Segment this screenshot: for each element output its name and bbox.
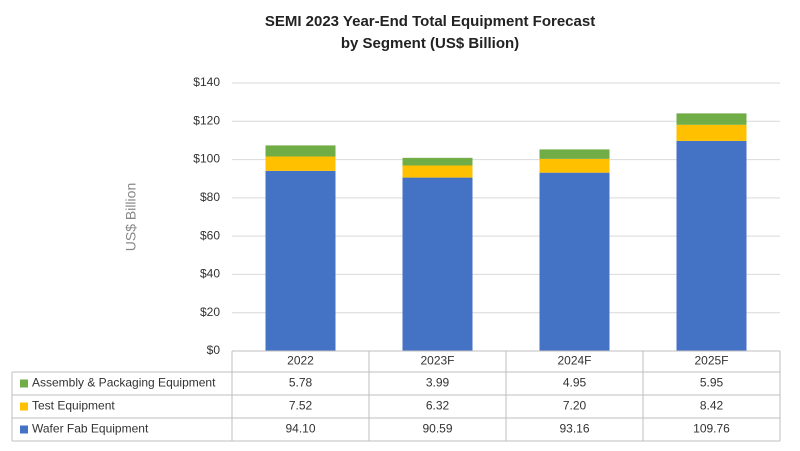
value-label: 90.59 [422,422,452,436]
y-tick-label: $140 [193,75,220,89]
bar-segment [265,156,336,171]
bar-segment [676,113,747,125]
value-label: 7.20 [563,399,587,413]
y-tick-label: $20 [200,305,220,319]
x-tick-label: 2022 [287,354,314,368]
legend-swatch [20,425,28,434]
legend-swatch [20,379,28,388]
value-label: 94.10 [285,422,315,436]
value-label: 4.95 [563,376,587,390]
y-axis-label: US$ Billion [123,183,139,251]
value-label: 5.78 [289,376,313,390]
bar-segment [539,149,610,159]
y-tick-label: $40 [200,267,220,281]
value-label: 7.52 [289,399,313,413]
bar-segment [676,124,747,141]
legend-swatch [20,402,28,411]
x-tick-label: 2023F [420,354,454,368]
legend-label: Test Equipment [32,399,115,413]
legend-label: Wafer Fab Equipment [32,422,149,436]
x-tick-label: 2025F [694,354,728,368]
y-tick-label: $80 [200,190,220,204]
value-label: 109.76 [693,422,730,436]
value-label: 8.42 [700,399,724,413]
value-label: 93.16 [559,422,589,436]
bar-segment [265,170,336,351]
y-tick-label: $60 [200,228,220,242]
bar-segment [265,145,336,157]
legend-label: Assembly & Packaging Equipment [32,376,216,390]
bar-segment [402,177,473,351]
bar-segment [539,158,610,173]
x-tick-label: 2024F [557,354,591,368]
chart-title: SEMI 2023 Year-End Total Equipment Forec… [265,13,595,30]
value-label: 3.99 [426,376,450,390]
chart-title: by Segment (US$ Billion) [341,35,519,52]
y-tick-label: $120 [193,113,220,127]
y-tick-label: $100 [193,152,220,166]
bar-segment [539,172,610,351]
bar-segment [402,165,473,178]
bar-segment [676,140,747,351]
bar-segment [402,157,473,166]
y-tick-label: $0 [207,343,221,357]
value-label: 5.95 [700,376,724,390]
value-label: 6.32 [426,399,450,413]
